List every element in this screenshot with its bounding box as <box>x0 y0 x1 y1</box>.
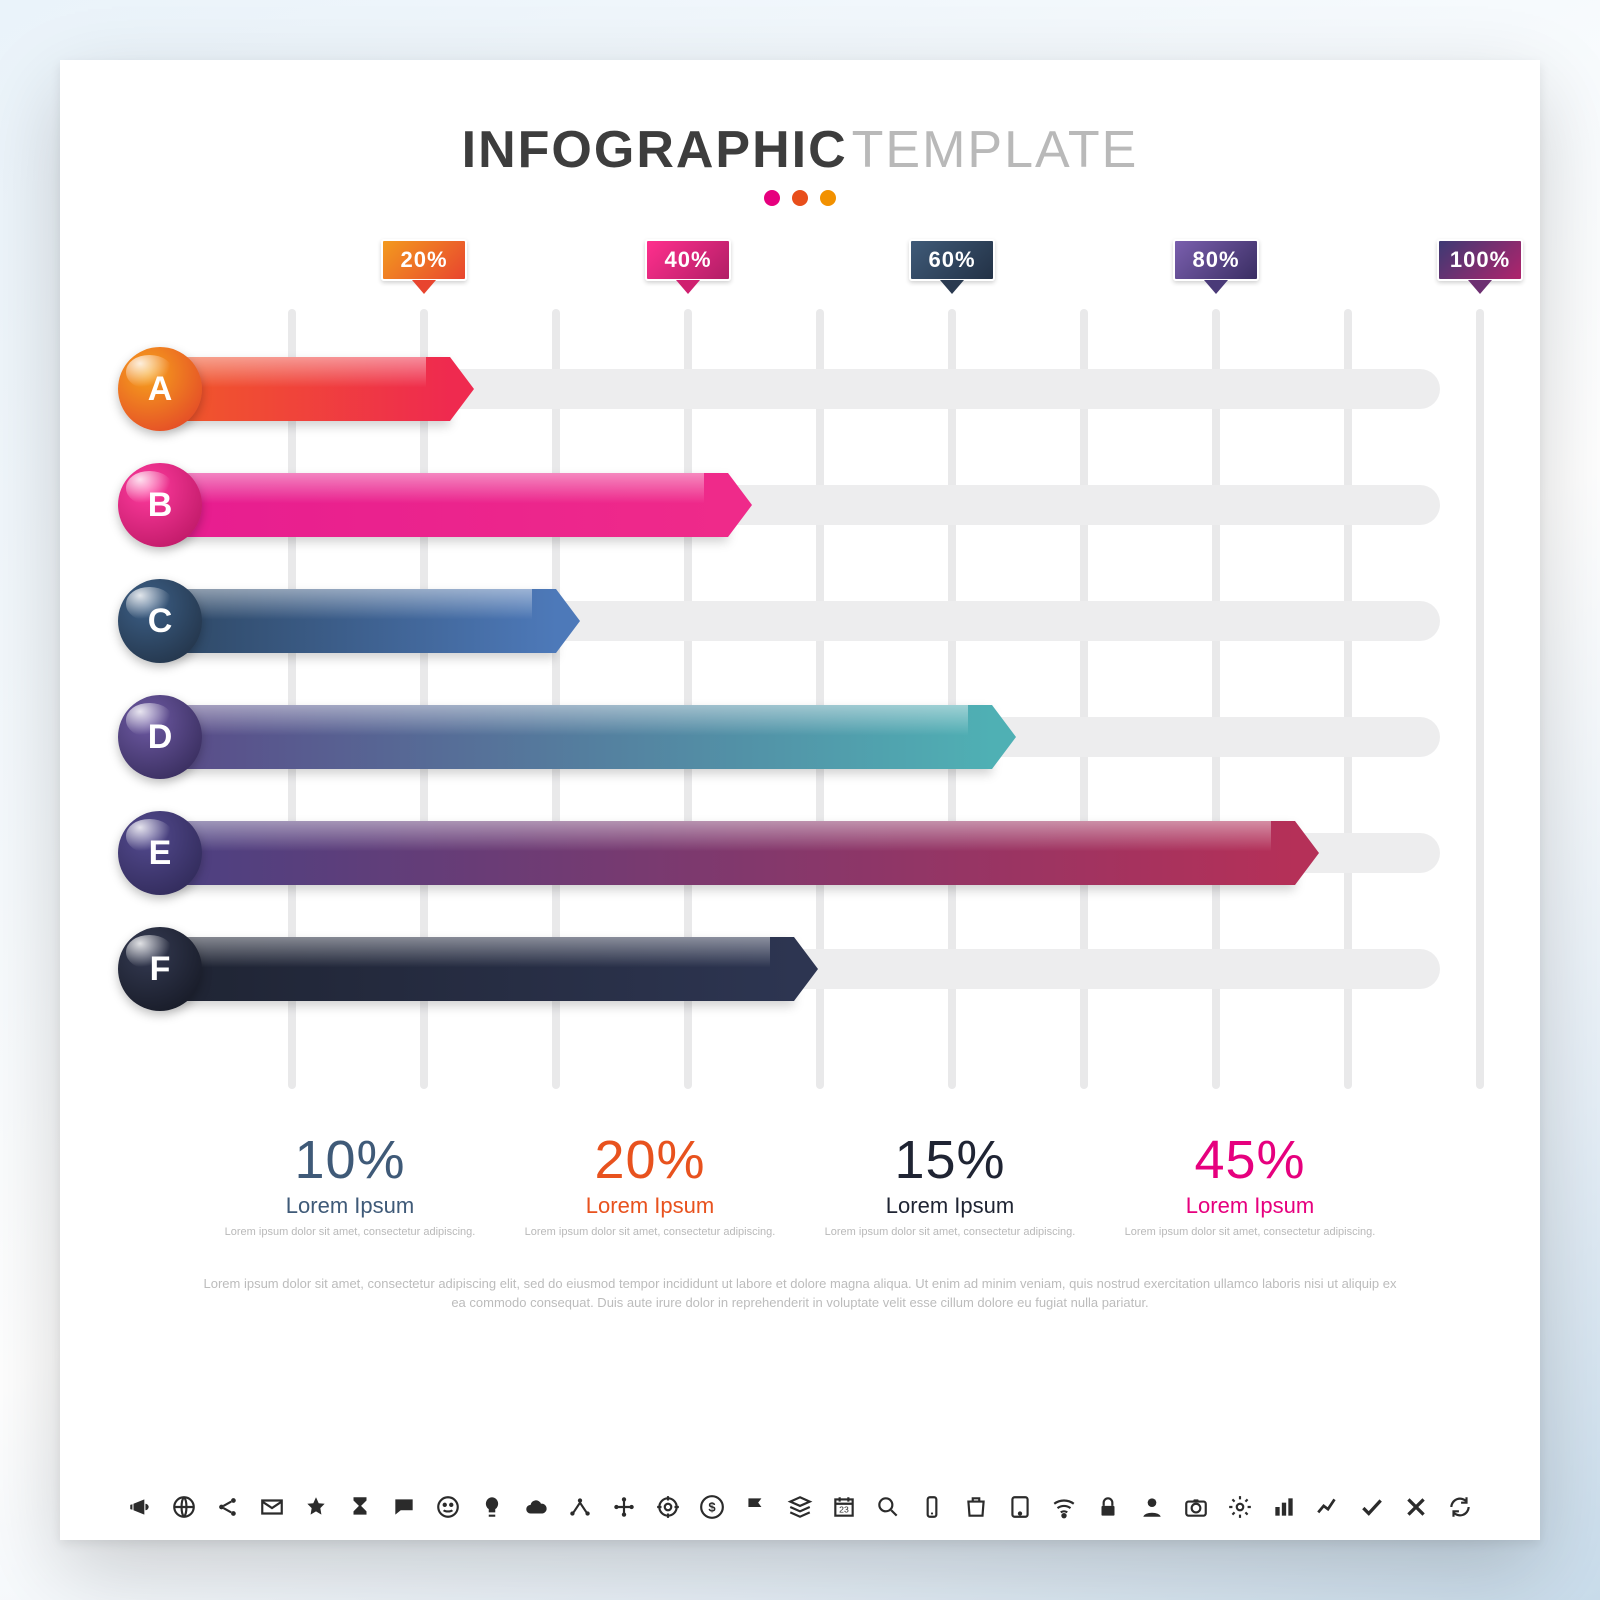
phone-icon <box>917 1492 947 1522</box>
title-dots <box>140 190 1460 211</box>
network1-icon <box>565 1492 595 1522</box>
bar-row: D <box>160 702 1440 772</box>
bar-arrow-tip <box>1295 821 1319 885</box>
title-word-1: INFOGRAPHIC <box>462 121 848 179</box>
axis-marker: 100% <box>1437 239 1523 294</box>
wifi-icon <box>1049 1492 1079 1522</box>
title-dot <box>764 190 780 206</box>
trend-icon <box>1313 1492 1343 1522</box>
title-dot <box>820 190 836 206</box>
camera-icon <box>1181 1492 1211 1522</box>
bar-body <box>160 473 728 537</box>
gear-icon <box>1225 1492 1255 1522</box>
stat-subtext: Lorem ipsum dolor sit amet, consectetur … <box>206 1225 494 1240</box>
stat-block: 10%Lorem Ipsum Lorem ipsum dolor sit amet… <box>206 1129 494 1240</box>
stat-label: Lorem Ipsum <box>806 1193 1094 1219</box>
bar-arrow-tip <box>450 357 474 421</box>
stack-icon <box>785 1492 815 1522</box>
network2-icon <box>609 1492 639 1522</box>
bar-row: F <box>160 934 1440 1004</box>
stat-block: 15%Lorem Ipsum Lorem ipsum dolor sit amet… <box>806 1129 1094 1240</box>
trash-icon <box>961 1492 991 1522</box>
megaphone-icon <box>125 1492 155 1522</box>
svg-text:23: 23 <box>839 1504 849 1514</box>
chat-icon <box>389 1492 419 1522</box>
bar-letter-knob: E <box>118 811 202 895</box>
bar-letter-knob: C <box>118 579 202 663</box>
globe-icon <box>169 1492 199 1522</box>
stat-percent: 20% <box>506 1129 794 1191</box>
axis-marker-tip <box>1468 280 1492 294</box>
bar-row: A <box>160 354 1440 424</box>
bar-row: E <box>160 818 1440 888</box>
cloud-icon <box>521 1492 551 1522</box>
stat-subtext: Lorem ipsum dolor sit amet, consectetur … <box>1106 1225 1394 1240</box>
refresh-icon <box>1445 1492 1475 1522</box>
bar-letter-knob: D <box>118 695 202 779</box>
bar-body <box>160 821 1295 885</box>
bar-arrow-tip <box>556 589 580 653</box>
title-dot <box>792 190 808 206</box>
stat-subtext: Lorem ipsum dolor sit amet, consectetur … <box>506 1225 794 1240</box>
bar-chart: 20%40%60%80%100% ABCDEF <box>160 239 1440 1089</box>
check-icon <box>1357 1492 1387 1522</box>
stat-subtext: Lorem ipsum dolor sit amet, consectetur … <box>806 1225 1094 1240</box>
page-title: INFOGRAPHICTEMPLATE <box>140 120 1460 180</box>
search-icon <box>873 1492 903 1522</box>
close-icon <box>1401 1492 1431 1522</box>
bar-letter-knob: B <box>118 463 202 547</box>
bars-icon <box>1269 1492 1299 1522</box>
axis-marker-label: 100% <box>1437 239 1523 281</box>
bar-arrow-tip <box>794 937 818 1001</box>
bar-row: B <box>160 470 1440 540</box>
star-icon <box>301 1492 331 1522</box>
infographic-card: INFOGRAPHICTEMPLATE 20%40%60%80%100% ABC… <box>60 60 1540 1540</box>
footer-paragraph: Lorem ipsum dolor sit amet, consectetur … <box>200 1274 1400 1313</box>
bar-arrow-tip <box>728 473 752 537</box>
gridline <box>1476 309 1484 1089</box>
stats-row: 10%Lorem IpsumLorem ipsum dolor sit amet… <box>200 1129 1400 1240</box>
stat-block: 20%Lorem Ipsum Lorem ipsum dolor sit amet… <box>506 1129 794 1240</box>
user-icon <box>1137 1492 1167 1522</box>
stat-percent: 15% <box>806 1129 1094 1191</box>
stat-percent: 10% <box>206 1129 494 1191</box>
tablet-icon <box>1005 1492 1035 1522</box>
svg-text:$: $ <box>708 1499 716 1514</box>
bar-letter-knob: F <box>118 927 202 1011</box>
hourglass-icon <box>345 1492 375 1522</box>
smile-icon <box>433 1492 463 1522</box>
flag-icon <box>741 1492 771 1522</box>
bar-body <box>160 589 556 653</box>
target-icon <box>653 1492 683 1522</box>
share-icon <box>213 1492 243 1522</box>
bar-row: C <box>160 586 1440 656</box>
title-word-2: TEMPLATE <box>852 121 1139 179</box>
bulb-icon <box>477 1492 507 1522</box>
bar-body <box>160 357 450 421</box>
stat-percent: 45% <box>1106 1129 1394 1191</box>
bar-letter-knob: A <box>118 347 202 431</box>
stat-label: Lorem Ipsum <box>506 1193 794 1219</box>
footer-icon-strip: $23 <box>60 1492 1540 1522</box>
chart-bars: ABCDEF <box>160 239 1440 1089</box>
bar-body <box>160 705 992 769</box>
stat-block: 45%Lorem Ipsum Lorem ipsum dolor sit amet… <box>1106 1129 1394 1240</box>
bar-arrow-tip <box>992 705 1016 769</box>
calendar-icon: 23 <box>829 1492 859 1522</box>
dollar-icon: $ <box>697 1492 727 1522</box>
bar-body <box>160 937 794 1001</box>
mail-icon <box>257 1492 287 1522</box>
lock-icon <box>1093 1492 1123 1522</box>
stat-label: Lorem Ipsum <box>1106 1193 1394 1219</box>
stat-label: Lorem Ipsum <box>206 1193 494 1219</box>
